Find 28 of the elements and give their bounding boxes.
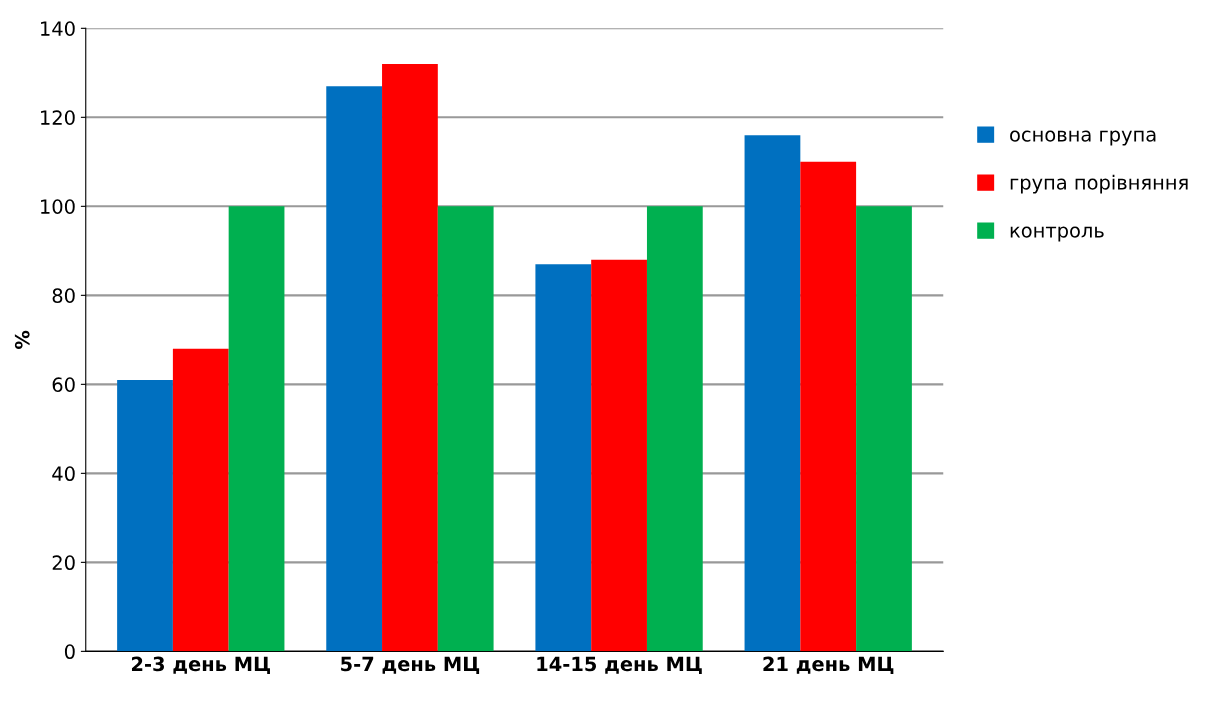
y-tick-label: 40 [52,466,75,482]
bar [437,206,494,652]
bar [856,206,912,652]
y-tick-label: 80 [52,288,75,303]
bar [744,135,801,652]
y-tick-label: 100 [41,199,75,214]
x-tick-label: 2-3 день МЦ [131,656,270,675]
bar [591,259,647,652]
y-tick-label: 140 [41,21,75,36]
y-axis-title: % [14,330,30,349]
y-tick-label: 120 [41,110,75,125]
bar [117,379,173,652]
legend-label: основна група [1010,130,1156,146]
y-tick-label: 0 [64,644,75,660]
x-tick-label: 5-7 день МЦ [341,656,480,675]
y-tick-label: 60 [52,377,75,393]
bar [382,63,438,652]
bar [172,348,229,652]
bar [228,206,285,652]
legend-label: контроль [1010,226,1104,242]
bar [535,264,592,652]
y-tick-label: 20 [52,555,75,571]
bar [326,86,383,652]
x-tick-label: 21 день МЦ [763,656,894,675]
bar [646,206,703,652]
bar [800,161,857,652]
legend-label: група порівняння [1010,174,1188,194]
x-tick-label: 14-15 день МЦ [537,656,702,675]
